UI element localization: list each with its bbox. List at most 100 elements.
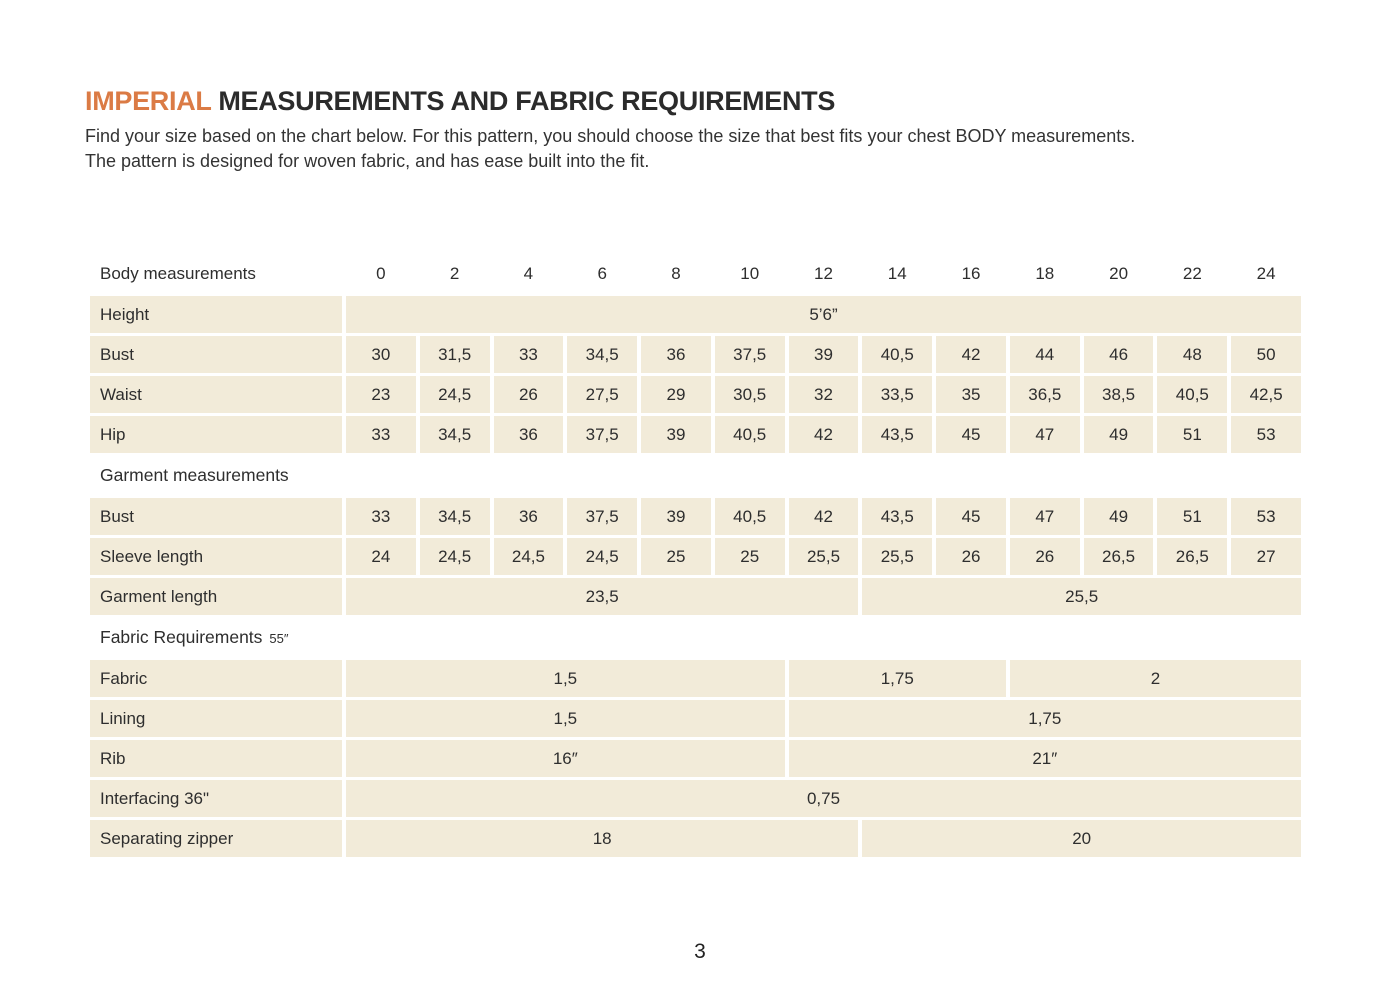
- cell-waist-11: 40,5: [1157, 376, 1228, 413]
- section-label-garment-measurements: Garment measurements: [100, 465, 289, 485]
- cell-garment-bust-8: 45: [936, 498, 1006, 535]
- cell-waist-1: 24,5: [419, 376, 490, 413]
- row-label-interfacing: Interfacing 36": [90, 780, 342, 817]
- cell-body-bust-0: 30: [346, 336, 416, 373]
- section-suffix-fabric-requirements: 55″: [269, 631, 289, 646]
- cell-hip-5: 40,5: [714, 416, 785, 453]
- cell-garment-bust-3: 37,5: [567, 498, 638, 535]
- cell-sleeve-length-3: 24,5: [567, 538, 638, 575]
- size-column-header: 2: [449, 264, 460, 283]
- cell-body-bust-8: 42: [936, 336, 1006, 373]
- cell-rib-1: 21″: [788, 740, 1301, 777]
- cell-garment-bust-4: 39: [641, 498, 711, 535]
- cell-hip-1: 34,5: [419, 416, 490, 453]
- cell-fabric-2: 2: [1009, 660, 1301, 697]
- cell-waist-7: 33,5: [862, 376, 933, 413]
- cell-garment-bust-10: 49: [1083, 498, 1154, 535]
- cell-waist-8: 35: [936, 376, 1006, 413]
- cell-separating-zipper-0: 18: [346, 820, 859, 857]
- cell-body-bust-9: 44: [1009, 336, 1080, 373]
- section-fabric-requirements: Fabric Requirements 55″: [90, 618, 1301, 657]
- cell-body-bust-3: 34,5: [567, 336, 638, 373]
- cell-hip-12: 53: [1231, 416, 1301, 453]
- size-column-header: 10: [740, 264, 760, 283]
- row-label-waist: Waist: [90, 376, 342, 413]
- cell-hip-6: 42: [788, 416, 859, 453]
- cell-sleeve-length-11: 26,5: [1157, 538, 1228, 575]
- row-label-sleeve-length: Sleeve length: [90, 538, 342, 575]
- cell-waist-6: 32: [788, 376, 859, 413]
- table-row-separating-zipper: Separating zipper 18 20: [90, 820, 1301, 857]
- row-label-hip: Hip: [90, 416, 342, 453]
- row-label-separating-zipper: Separating zipper: [90, 820, 342, 857]
- cell-interfacing-0: 0,75: [346, 780, 1301, 817]
- cell-hip-9: 47: [1009, 416, 1080, 453]
- table-row-rib: Rib 16″ 21″: [90, 740, 1301, 777]
- cell-garment-bust-7: 43,5: [862, 498, 933, 535]
- section-label-fabric-requirements: Fabric Requirements: [100, 627, 263, 647]
- cell-body-bust-1: 31,5: [419, 336, 490, 373]
- cell-garment-bust-6: 42: [788, 498, 859, 535]
- cell-garment-bust-11: 51: [1157, 498, 1228, 535]
- size-column-header: 12: [814, 264, 833, 283]
- cell-hip-3: 37,5: [567, 416, 638, 453]
- intro-line-1: Find your size based on the chart below.…: [85, 126, 1136, 146]
- title-highlight: IMPERIAL: [85, 86, 212, 116]
- cell-body-bust-4: 36: [641, 336, 711, 373]
- cell-waist-5: 30,5: [714, 376, 785, 413]
- cell-lining-0: 1,5: [346, 700, 785, 737]
- size-column-header: 22: [1182, 264, 1202, 283]
- cell-sleeve-length-0: 24: [346, 538, 416, 575]
- page-title: IMPERIAL MEASUREMENTS AND FABRIC REQUIRE…: [85, 86, 1325, 117]
- cell-garment-bust-9: 47: [1009, 498, 1080, 535]
- table-row-height: Height 5’6”: [90, 296, 1301, 333]
- cell-hip-2: 36: [493, 416, 564, 453]
- table-row-interfacing: Interfacing 36" 0,75: [90, 780, 1301, 817]
- intro-line-2: The pattern is designed for woven fabric…: [85, 151, 650, 171]
- cell-hip-4: 39: [641, 416, 711, 453]
- row-label-fabric: Fabric: [90, 660, 342, 697]
- row-label-rib: Rib: [90, 740, 342, 777]
- cell-waist-10: 38,5: [1083, 376, 1154, 413]
- cell-sleeve-length-6: 25,5: [788, 538, 859, 575]
- cell-separating-zipper-1: 20: [862, 820, 1301, 857]
- section-garment-measurements: Garment measurements: [90, 456, 1301, 495]
- size-column-header: 20: [1109, 264, 1129, 283]
- cell-sleeve-length-2: 24,5: [493, 538, 564, 575]
- table-header-row: Body measurements 0 2 4 6 8 10 12 14 16 18 20 22 24: [90, 257, 1301, 291]
- cell-sleeve-length-1: 24,5: [419, 538, 490, 575]
- cell-hip-0: 33: [346, 416, 416, 453]
- cell-garment-bust-2: 36: [493, 498, 564, 535]
- cell-waist-12: 42,5: [1231, 376, 1301, 413]
- cell-hip-8: 45: [936, 416, 1006, 453]
- table-row-body-bust: Bust 30 31,5 33 34,5 36 37,5 39 40,5 42 44 46 48 50: [90, 336, 1301, 373]
- size-column-header: 24: [1256, 264, 1276, 283]
- cell-garment-length-1: 25,5: [862, 578, 1301, 615]
- size-column-header: 0: [376, 264, 386, 283]
- size-column-header: 14: [887, 264, 907, 283]
- size-column-header: 18: [1035, 264, 1055, 283]
- cell-body-bust-11: 48: [1157, 336, 1228, 373]
- title-rest: MEASUREMENTS AND FABRIC REQUIREMENTS: [211, 86, 836, 116]
- size-table: Body measurements 0 2 4 6 8 10 12 14 16 18 20 22 24 He…: [90, 257, 1301, 860]
- cell-body-bust-5: 37,5: [714, 336, 785, 373]
- table-row-fabric: Fabric 1,5 1,75 2: [90, 660, 1301, 697]
- table-row-garment-bust: Bust 33 34,5 36 37,5 39 40,5 42 43,5 45 47 49 51 53: [90, 498, 1301, 535]
- cell-garment-bust-5: 40,5: [714, 498, 785, 535]
- table-row-waist: Waist 23 24,5 26 27,5 29 30,5 32 33,5 35 36,5 38,5 4…: [90, 376, 1301, 413]
- size-column-header: 4: [523, 264, 534, 283]
- row-label-garment-length: Garment length: [90, 578, 342, 615]
- cell-waist-0: 23: [346, 376, 416, 413]
- row-label-garment-bust: Bust: [90, 498, 342, 535]
- cell-sleeve-length-8: 26: [936, 538, 1006, 575]
- size-column-header: 8: [671, 264, 681, 283]
- cell-body-bust-2: 33: [493, 336, 564, 373]
- intro-text: Find your size based on the chart below.…: [85, 124, 1325, 174]
- cell-waist-3: 27,5: [567, 376, 638, 413]
- cell-sleeve-length-9: 26: [1009, 538, 1080, 575]
- cell-waist-2: 26: [493, 376, 564, 413]
- title-block: IMPERIAL MEASUREMENTS AND FABRIC REQUIRE…: [85, 86, 1325, 174]
- header-label: Body measurements: [100, 264, 256, 283]
- row-label-body-bust: Bust: [90, 336, 342, 373]
- table-row-sleeve-length: Sleeve length 24 24,5 24,5 24,5 25 25 25,5 25,5 2…: [90, 538, 1301, 575]
